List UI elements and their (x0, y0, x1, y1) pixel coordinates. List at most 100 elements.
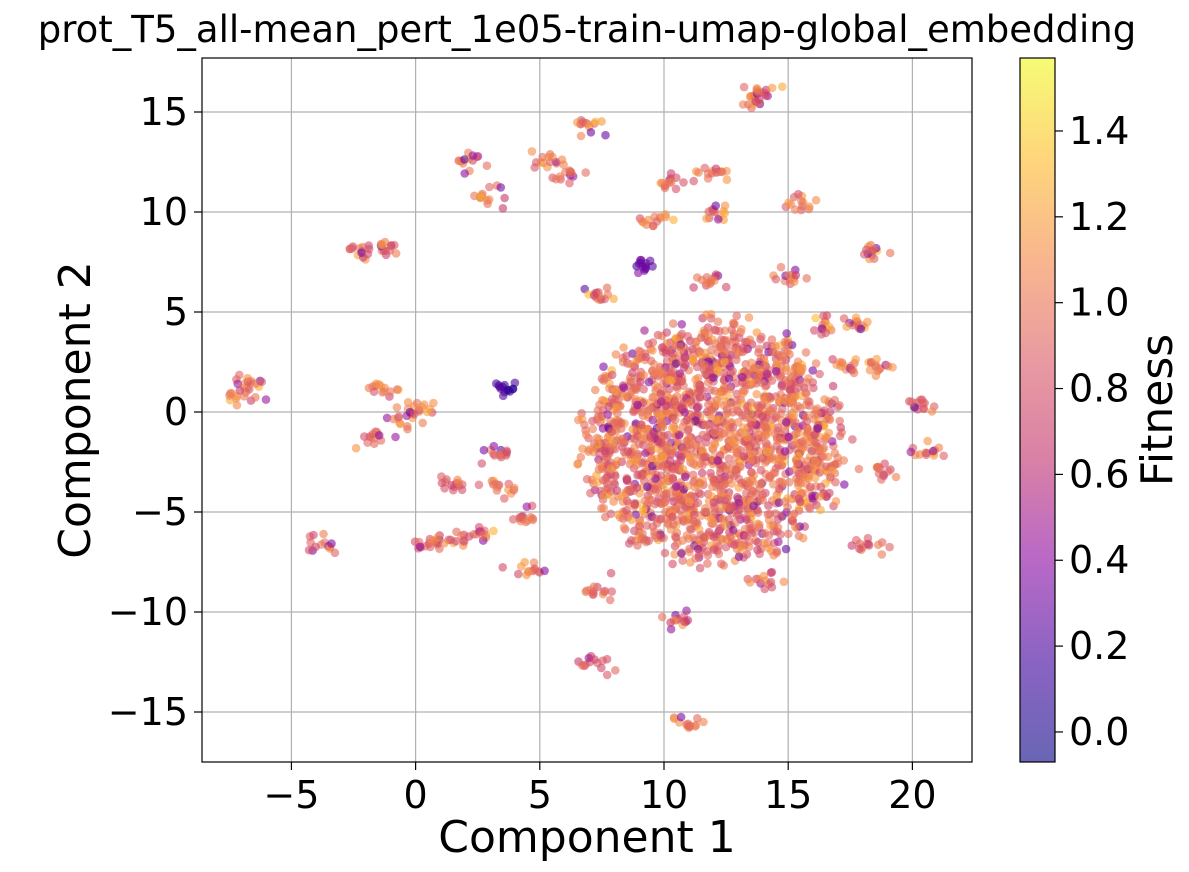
scatter-point (676, 712, 686, 722)
scatter-point (524, 567, 533, 577)
scatter-point (743, 445, 752, 454)
scatter-point (676, 452, 686, 462)
scatter-point (690, 722, 700, 731)
scatter-point (813, 424, 823, 433)
scatter-point (737, 324, 746, 334)
scatter-point (847, 541, 857, 550)
scatter-point (685, 544, 694, 554)
scatter-point (611, 386, 621, 396)
scatter-point (225, 391, 234, 400)
scatter-point (683, 616, 693, 625)
scatter-point (667, 449, 677, 458)
scatter-point (479, 445, 489, 455)
scatter-point (527, 147, 537, 156)
scatter-point (744, 313, 754, 322)
scatter-point (877, 475, 886, 484)
scatter-point (658, 480, 668, 490)
scatter-point (782, 329, 791, 338)
scatter-point (530, 163, 539, 172)
scatter-point (811, 313, 820, 323)
scatter-point (440, 538, 449, 548)
scatter-point (715, 326, 724, 336)
scatter-point (617, 418, 626, 428)
scatter-point (674, 495, 684, 504)
scatter-point (919, 404, 929, 414)
scatter-point (622, 476, 632, 486)
scatter-point (803, 423, 812, 433)
scatter-point (717, 167, 727, 177)
scatter-point (734, 552, 744, 561)
scatter-point (795, 378, 804, 388)
scatter-point (693, 714, 702, 723)
scatter-point (639, 385, 648, 394)
scatter-point (578, 444, 587, 454)
scatter-point (768, 415, 777, 424)
scatter-point (686, 558, 695, 567)
scatter-point (780, 447, 790, 456)
scatter-point (745, 578, 755, 587)
scatter-point (235, 386, 245, 395)
scatter-point (715, 342, 724, 352)
scatter-point (677, 320, 687, 329)
y-tick-label: 10 (140, 190, 188, 234)
scatter-point (608, 394, 617, 404)
scatter-point (745, 480, 755, 490)
scatter-point (776, 262, 786, 272)
scatter-point (600, 438, 610, 448)
scatter-point (595, 400, 604, 410)
scatter-point (808, 491, 817, 501)
scatter-point (728, 366, 737, 376)
scatter-point (710, 386, 719, 396)
scatter-point (702, 214, 711, 223)
scatter-point (633, 400, 642, 410)
scatter-point (619, 343, 628, 352)
scatter-point (446, 535, 456, 545)
scatter-point (713, 215, 723, 224)
scatter-point (498, 204, 508, 213)
scatter-point (666, 624, 676, 634)
scatter-point (581, 587, 591, 597)
y-tick-label: 15 (140, 90, 188, 134)
scatter-point (496, 183, 506, 192)
scatter-point (588, 590, 598, 599)
scatter-point (883, 361, 893, 371)
scatter-point (700, 452, 709, 462)
scatter-point (753, 401, 762, 410)
colorbar-tick-label: 1.0 (1069, 281, 1129, 325)
scatter-point (671, 415, 680, 425)
scatter-point (759, 538, 769, 548)
scatter-point (810, 456, 820, 466)
scatter-point (837, 358, 847, 367)
scatter-point (754, 430, 763, 439)
scatter-point (787, 511, 797, 521)
scatter-point (459, 536, 469, 545)
scatter-point (345, 244, 355, 254)
y-tick-label: 5 (164, 290, 188, 334)
scatter-point (636, 377, 645, 387)
scatter-point (699, 326, 709, 335)
scatter-point (678, 515, 688, 524)
scatter-point (386, 387, 395, 396)
scatter-point (781, 418, 791, 427)
scatter-point (883, 467, 893, 476)
scatter-point (788, 371, 798, 381)
scatter-point (709, 545, 719, 554)
scatter-point (715, 391, 725, 401)
scatter-point (330, 548, 340, 558)
scatter-point (796, 403, 805, 413)
scatter-point (810, 473, 820, 483)
scatter-point (637, 217, 647, 226)
scatter-point (522, 502, 532, 512)
scatter-point (797, 196, 806, 206)
scatter-point (672, 382, 681, 391)
scatter-point (717, 559, 726, 568)
scatter-point (606, 568, 616, 578)
scatter-point (728, 346, 737, 355)
scatter-point (805, 397, 814, 406)
scatter-point (689, 176, 698, 186)
scatter-point (722, 175, 732, 184)
scatter-point (409, 409, 419, 419)
scatter-point (752, 389, 761, 399)
scatter-point (588, 416, 597, 426)
scatter-point (713, 456, 722, 465)
